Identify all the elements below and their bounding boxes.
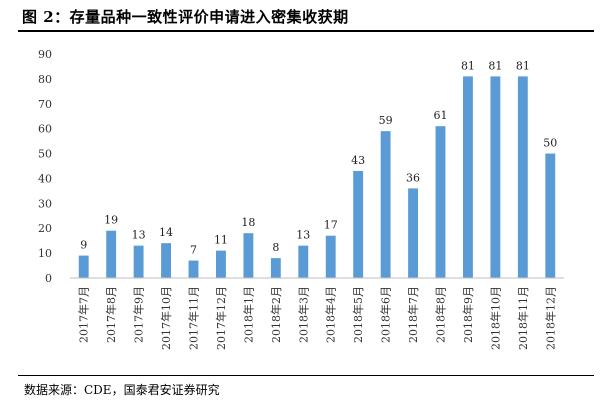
- bars: [78, 76, 556, 279]
- data-label: 19: [104, 214, 118, 227]
- bar: [380, 131, 391, 278]
- x-tick-label: 2018年4月: [324, 286, 338, 343]
- source-rule: [18, 375, 594, 376]
- data-label: 43: [351, 154, 365, 167]
- x-tick-label: 2018年10月: [488, 286, 502, 350]
- x-tick-label: 2017年10月: [159, 286, 173, 350]
- x-tick-label: 2018年3月: [296, 286, 310, 343]
- bar: [270, 258, 281, 278]
- data-label: 61: [434, 109, 448, 122]
- data-label: 18: [241, 216, 255, 229]
- data-label: 13: [132, 229, 146, 242]
- bar: [133, 245, 144, 278]
- bar: [490, 76, 501, 279]
- bar: [78, 255, 89, 278]
- data-label: 81: [461, 59, 475, 72]
- y-tick-label: 60: [38, 123, 52, 136]
- x-tick-label: 2017年9月: [132, 286, 146, 343]
- x-tick-label: 2018年7月: [406, 286, 420, 343]
- bar: [517, 76, 528, 279]
- bar: [216, 250, 226, 278]
- x-tick-label: 2017年11月: [187, 286, 201, 350]
- x-axis: 2017年7月 2017年8月 2017年9月 2017年10月 2017年11月 201…: [70, 277, 564, 350]
- source-note: 数据来源：CDE，国泰君安证券研究: [24, 383, 220, 397]
- data-label: 17: [324, 219, 338, 232]
- bar: [325, 235, 336, 278]
- y-tick-label: 80: [38, 73, 52, 86]
- x-tick-label: 2017年7月: [77, 286, 91, 343]
- data-labels: 9 19 13 14 7 11 18 8 13 17 43 59 36 61 81 81 81 50: [80, 59, 557, 256]
- data-label: 13: [296, 229, 310, 242]
- bar: [243, 233, 254, 278]
- bar: [353, 170, 364, 278]
- y-tick-label: 70: [38, 98, 52, 111]
- data-label: 11: [214, 234, 228, 247]
- data-label: 59: [379, 114, 393, 127]
- bar: [106, 230, 117, 278]
- y-tick-label: 0: [45, 272, 52, 285]
- title-rule: [18, 30, 594, 32]
- x-tick-label: 2018年1月: [241, 286, 255, 343]
- x-tick-label: 2018年11月: [516, 286, 530, 350]
- x-tick-label: 2018年2月: [269, 286, 283, 343]
- bar: [463, 76, 473, 279]
- y-tick-label: 20: [38, 222, 52, 235]
- x-tick-label: 2018年8月: [434, 286, 448, 343]
- data-label: 9: [80, 239, 87, 252]
- data-label: 81: [488, 59, 502, 72]
- data-label: 36: [406, 171, 420, 184]
- x-tick-label: 2018年6月: [379, 286, 393, 343]
- figure-title: 图 2：存量品种一致性评价申请进入密集收获期: [22, 8, 349, 26]
- x-tick-label: 2017年8月: [104, 286, 118, 343]
- y-tick-label: 50: [38, 148, 52, 161]
- bar: [435, 126, 446, 278]
- bar: [161, 243, 171, 278]
- data-label: 14: [159, 226, 173, 239]
- x-tick-label: 2018年5月: [351, 286, 365, 343]
- x-tick-label: 2018年9月: [461, 286, 475, 343]
- bar: [408, 188, 418, 278]
- x-tick-label: 2018年12月: [543, 286, 557, 350]
- data-label: 81: [516, 59, 530, 72]
- bar: [298, 245, 309, 278]
- y-tick-label: 40: [38, 172, 52, 185]
- bar: [545, 153, 556, 278]
- data-label: 50: [543, 137, 557, 150]
- y-axis: 0 10 20 30 40 50 60 70 80 90: [38, 48, 52, 285]
- data-label: 8: [272, 241, 279, 254]
- y-tick-label: 10: [38, 247, 52, 260]
- y-tick-label: 30: [38, 197, 52, 210]
- data-label: 7: [190, 244, 197, 257]
- x-tick-label: 2017年12月: [214, 286, 228, 350]
- y-tick-label: 90: [38, 48, 52, 61]
- bar: [188, 260, 199, 278]
